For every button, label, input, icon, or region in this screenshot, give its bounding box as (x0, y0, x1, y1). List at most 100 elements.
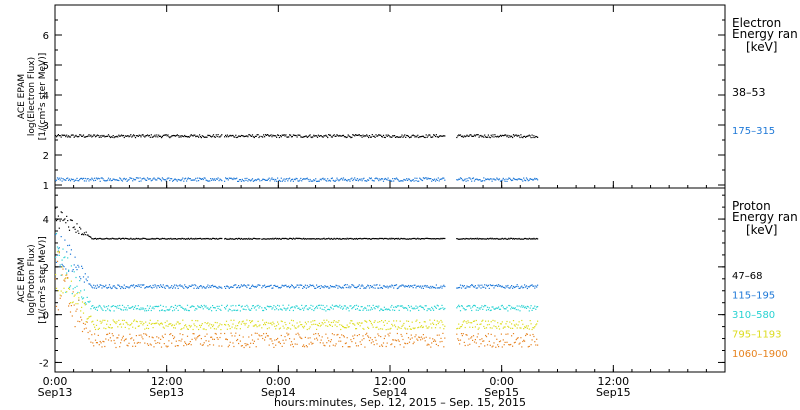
data-point (314, 238, 316, 240)
data-point (282, 325, 284, 327)
data-point (274, 339, 276, 341)
data-point (389, 237, 391, 239)
data-point (478, 327, 480, 329)
data-point (435, 324, 437, 326)
data-point (208, 340, 210, 342)
data-point (275, 344, 277, 346)
data-point (254, 238, 256, 240)
data-point (431, 287, 433, 289)
data-point (284, 180, 286, 182)
data-point (413, 284, 415, 286)
data-point (483, 340, 485, 342)
data-point (506, 341, 508, 343)
data-point (228, 344, 230, 346)
data-point (84, 323, 86, 325)
data-point (272, 343, 274, 345)
data-point (413, 341, 415, 343)
data-point (358, 334, 360, 336)
data-point (99, 320, 101, 322)
data-point (477, 309, 479, 311)
data-point (121, 135, 124, 137)
data-point (361, 339, 363, 341)
data-point (203, 328, 205, 330)
series-38–53 (55, 134, 539, 139)
data-point (162, 305, 164, 307)
data-point (186, 344, 188, 346)
data-point (388, 308, 390, 310)
data-point (327, 178, 329, 180)
data-point (477, 284, 479, 286)
data-point (472, 135, 474, 137)
data-point (437, 322, 439, 325)
data-point (64, 179, 66, 181)
data-point (250, 180, 252, 182)
data-point (481, 238, 483, 240)
data-point (293, 338, 295, 340)
data-point (166, 178, 168, 180)
data-point (396, 238, 398, 240)
data-point (325, 285, 327, 288)
data-point (176, 134, 178, 136)
data-point (99, 284, 101, 286)
data-point (76, 293, 78, 295)
data-point (288, 333, 290, 335)
data-point (221, 287, 223, 289)
data-point (345, 342, 347, 344)
data-point (235, 284, 237, 286)
data-point (367, 135, 369, 137)
data-point (535, 324, 537, 326)
data-point (72, 227, 74, 229)
data-point (213, 307, 215, 309)
data-point (526, 178, 528, 180)
data-point (55, 232, 58, 235)
data-point (298, 134, 300, 136)
data-point (312, 136, 314, 138)
data-point (257, 238, 259, 240)
data-point (284, 135, 286, 137)
data-point (510, 179, 512, 181)
data-point (457, 135, 459, 137)
data-point (501, 285, 503, 287)
data-point (324, 321, 326, 324)
data-point (386, 179, 388, 181)
data-point (342, 179, 344, 181)
data-point (482, 135, 484, 137)
data-point (316, 180, 318, 182)
data-point (343, 284, 345, 286)
data-point (248, 308, 250, 310)
data-point (55, 256, 57, 258)
data-point (86, 135, 88, 138)
data-point (166, 320, 168, 322)
data-point (352, 179, 354, 182)
data-point (133, 308, 135, 310)
data-point (164, 333, 166, 335)
data-point (141, 321, 143, 323)
data-point (324, 135, 326, 137)
data-point (345, 179, 347, 181)
data-point (456, 328, 458, 330)
data-point (533, 285, 535, 287)
data-point (161, 237, 163, 239)
data-point (63, 279, 65, 281)
data-point (488, 238, 490, 240)
data-point (277, 341, 280, 343)
data-point (361, 322, 363, 324)
data-point (504, 237, 506, 239)
data-point (391, 323, 393, 325)
x-tick-date: Sep14 (373, 386, 408, 399)
data-point (286, 332, 288, 334)
data-point (490, 284, 492, 287)
data-point (385, 308, 387, 310)
data-point (316, 135, 318, 137)
data-point (436, 136, 438, 138)
data-point (154, 284, 156, 286)
data-point (353, 306, 355, 308)
data-point (420, 339, 422, 341)
data-point (220, 135, 222, 137)
data-point (271, 308, 273, 310)
data-point (122, 178, 124, 180)
data-point (355, 238, 357, 240)
data-point (405, 136, 407, 138)
data-point (524, 326, 526, 328)
data-point (362, 335, 364, 337)
